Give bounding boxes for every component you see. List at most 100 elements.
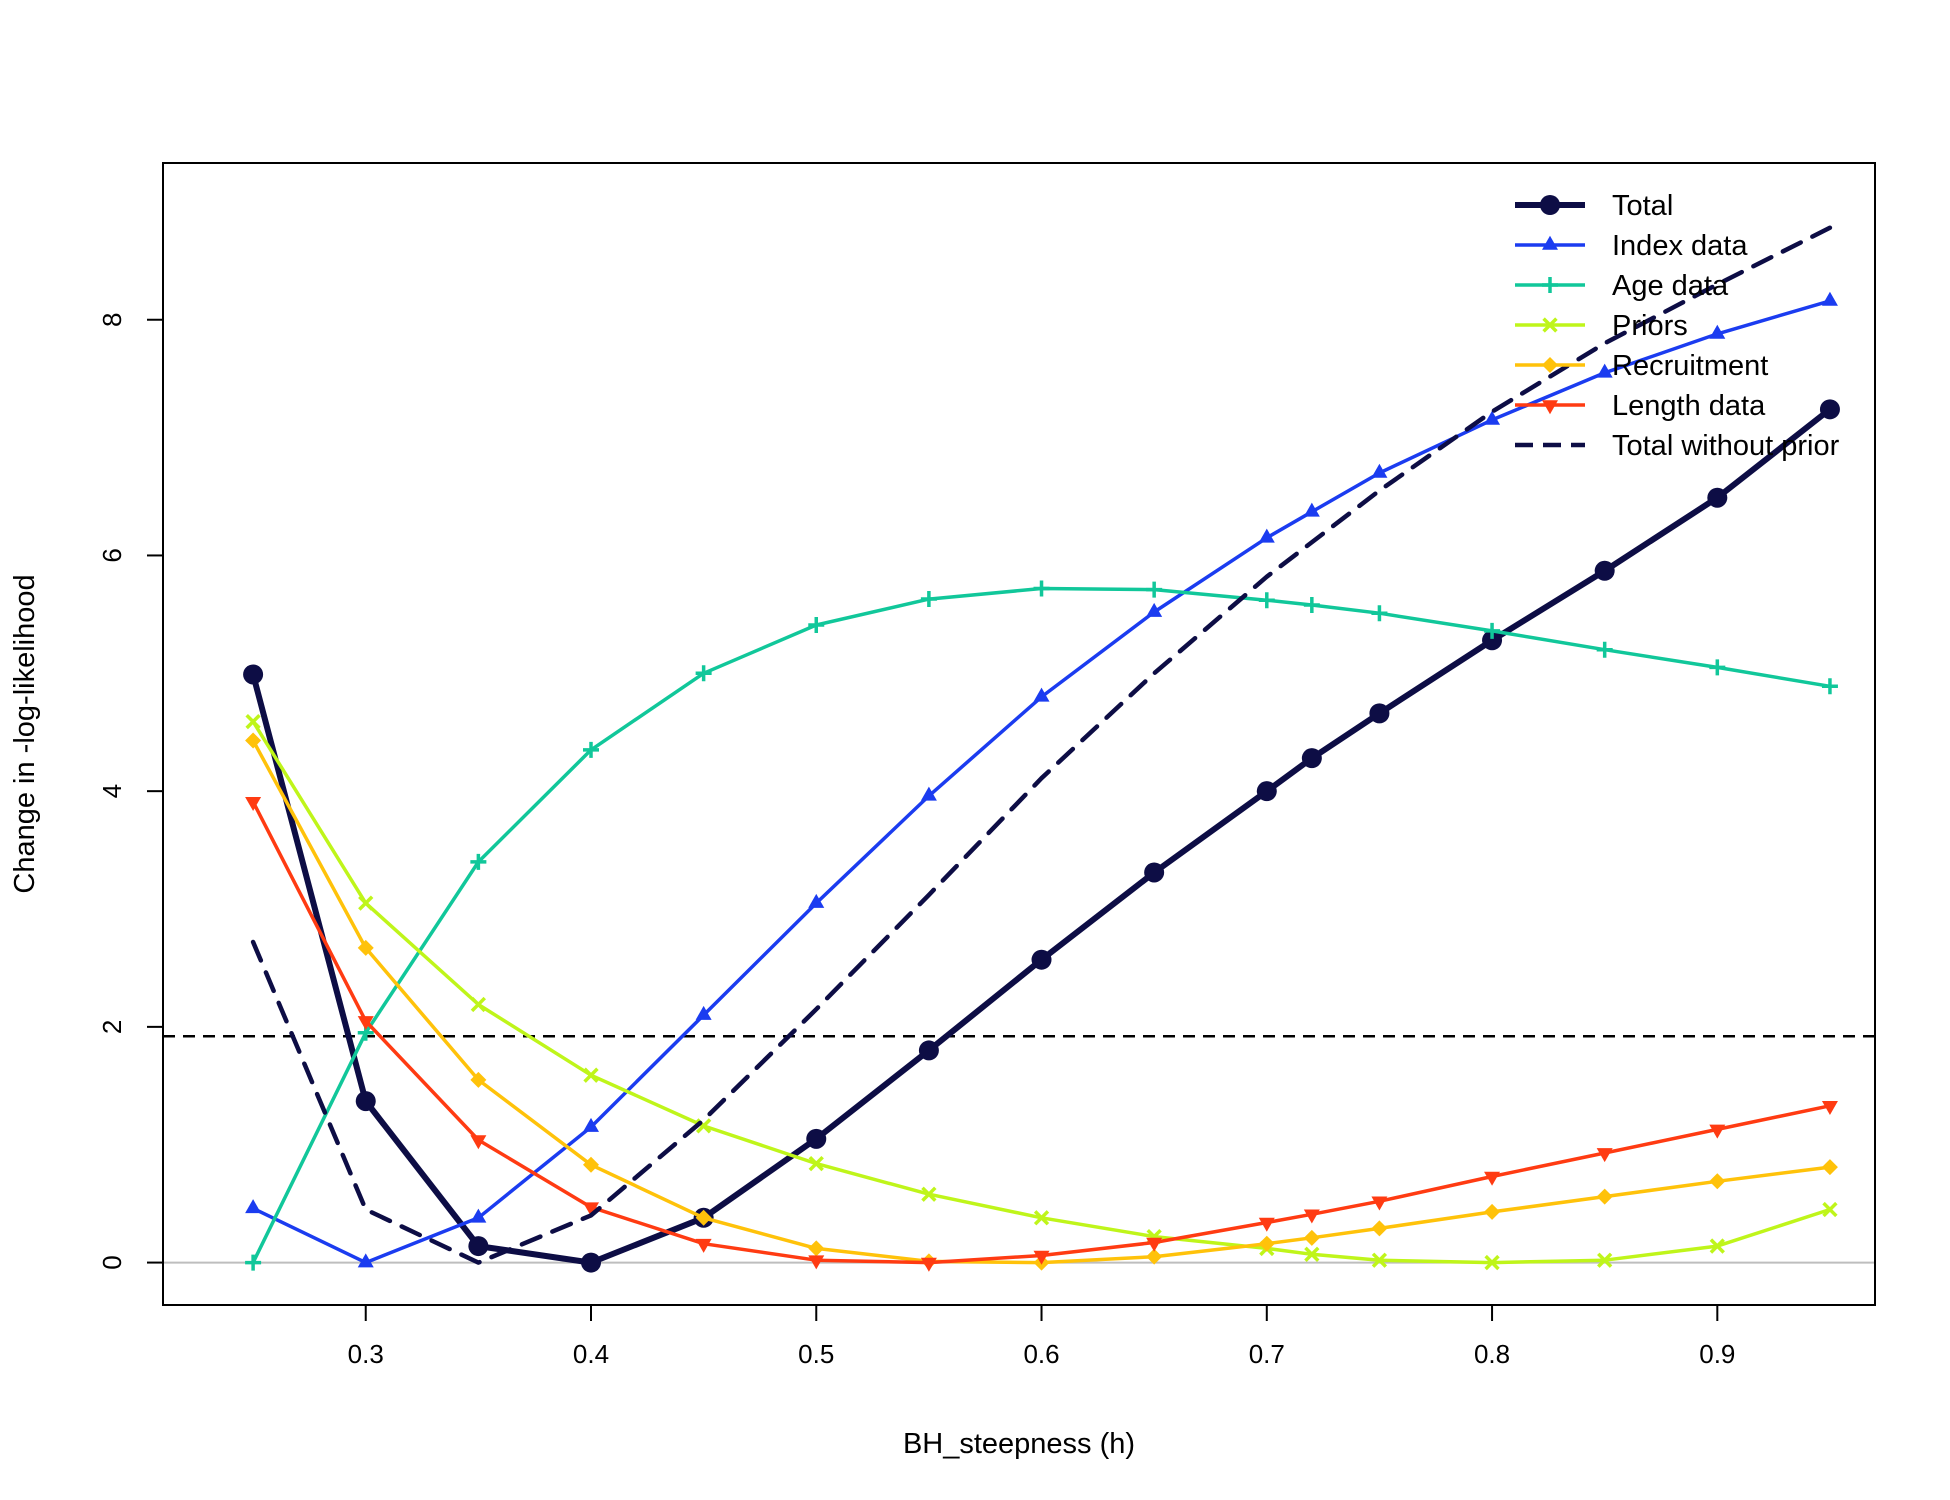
legend-label-index-data: Index data [1612,230,1748,262]
series-line-recruitment [251,738,1832,1265]
data-point-total-8 [1144,862,1165,883]
data-point-priors-0 [245,713,261,730]
series-length-data [245,796,1838,1272]
legend-label-total-without-prior: Total without prior [1612,430,1840,462]
y-tick-label-4: 8 [97,313,127,327]
data-point-length-data-6 [920,1257,937,1272]
y-axis-label: Change in -log-likelihood [9,574,41,893]
data-point-length-data-4 [695,1238,712,1253]
y-axis: 0 2 4 6 8 [97,313,163,1270]
data-point-recruitment-4 [695,1209,712,1226]
x-axis: 0.3 0.4 0.5 0.6 0.7 0.8 0.9 [348,1305,1735,1369]
data-point-total-7 [1031,949,1052,970]
x-tick-label-3: 0.6 [1023,1339,1059,1369]
data-point-length-data-15 [1821,1101,1838,1116]
data-point-age-data-8 [1146,581,1163,598]
legend-label-recruitment: Recruitment [1612,350,1768,382]
legend-item-total: Total [1515,190,1673,222]
data-point-length-data-7 [1033,1250,1050,1265]
data-point-priors-12 [1484,1254,1500,1271]
data-point-priors-2 [470,996,487,1013]
data-point-total-9 [1256,781,1277,802]
data-point-index-data-10 [1303,502,1320,517]
data-point-recruitment-11 [1371,1220,1388,1237]
series-priors [245,713,1838,1271]
data-point-index-data-13 [1596,363,1613,378]
data-point-recruitment-10 [1303,1229,1320,1246]
data-point-priors-11 [1371,1252,1388,1268]
y-tick-label-1: 2 [97,1020,127,1034]
data-point-priors-6 [921,1186,937,1202]
x-tick-label-4: 0.7 [1249,1339,1285,1369]
legend: Total Index data Age data Priors Recruitment… [1515,190,1840,462]
x-tick-label-0: 0.3 [348,1339,384,1369]
data-point-recruitment-5 [808,1240,825,1257]
data-point-length-data-1 [357,1016,374,1031]
legend-item-age-data: Age data [1515,270,1729,302]
data-point-total-1 [355,1091,376,1112]
data-point-index-data-4 [695,1005,712,1020]
data-point-index-data-11 [1371,463,1388,478]
data-point-total-6 [918,1040,939,1061]
x-tick-label-2: 0.5 [798,1339,834,1369]
data-point-index-data-3 [583,1117,599,1132]
legend-label-total: Total [1612,190,1673,222]
data-point-age-data-13 [1596,641,1613,658]
data-point-length-data-13 [1596,1148,1613,1163]
data-point-length-data-3 [583,1202,599,1217]
data-point-index-data-8 [1146,602,1163,617]
data-point-total-15 [1819,399,1840,420]
data-point-index-data-0 [245,1199,262,1214]
data-point-index-data-9 [1258,528,1275,543]
data-point-age-data-7 [1033,580,1050,597]
data-point-index-data-1 [357,1253,374,1268]
data-point-recruitment-14 [1709,1173,1726,1190]
data-point-total-2 [468,1236,489,1257]
data-point-total-14 [1707,487,1728,508]
data-point-priors-5 [808,1155,824,1172]
data-point-length-data-0 [245,796,262,811]
data-point-recruitment-13 [1596,1188,1613,1205]
data-point-index-data-12 [1484,410,1501,425]
data-point-length-data-9 [1258,1217,1275,1232]
x-tick-label-6: 0.9 [1699,1339,1735,1369]
x-tick-label-5: 0.8 [1474,1339,1510,1369]
data-point-age-data-2 [470,853,487,870]
data-point-index-data-7 [1033,687,1050,702]
y-tick-label-2: 4 [97,784,127,798]
legend-marker-priors [1542,317,1558,333]
series-line-length-data [251,800,1832,1265]
data-point-priors-7 [1033,1210,1050,1226]
legend-item-index-data: Index data [1515,230,1748,262]
data-point-age-data-5 [808,616,825,633]
x-tick-label-1: 0.4 [573,1339,609,1369]
series-line-priors [251,719,1832,1265]
data-point-age-data-10 [1303,596,1320,613]
data-point-age-data-14 [1709,659,1726,676]
data-point-length-data-11 [1371,1196,1388,1211]
series-line-age-data [251,586,1832,1265]
data-point-length-data-2 [470,1135,487,1150]
legend-label-priors: Priors [1612,310,1688,342]
data-point-age-data-11 [1371,605,1388,622]
legend-marker-recruitment [1542,357,1558,373]
data-point-age-data-15 [1821,678,1838,695]
legend-marker-age-data [1542,277,1558,293]
y-tick-label-0: 0 [97,1255,127,1269]
data-point-age-data-0 [245,1254,262,1271]
data-point-length-data-12 [1484,1171,1501,1186]
data-point-age-data-4 [695,665,712,682]
data-point-recruitment-8 [1146,1248,1163,1265]
data-point-recruitment-0 [245,732,262,749]
data-point-total-3 [581,1252,601,1273]
data-point-recruitment-15 [1821,1159,1838,1176]
data-point-index-data-14 [1709,324,1726,339]
legend-item-length-data: Length data [1515,390,1766,422]
data-point-recruitment-12 [1484,1203,1501,1220]
data-point-total-0 [243,664,264,685]
data-point-index-data-15 [1821,291,1838,306]
data-point-age-data-3 [583,741,599,758]
legend-marker-total [1540,195,1560,215]
data-point-length-data-14 [1709,1124,1726,1139]
